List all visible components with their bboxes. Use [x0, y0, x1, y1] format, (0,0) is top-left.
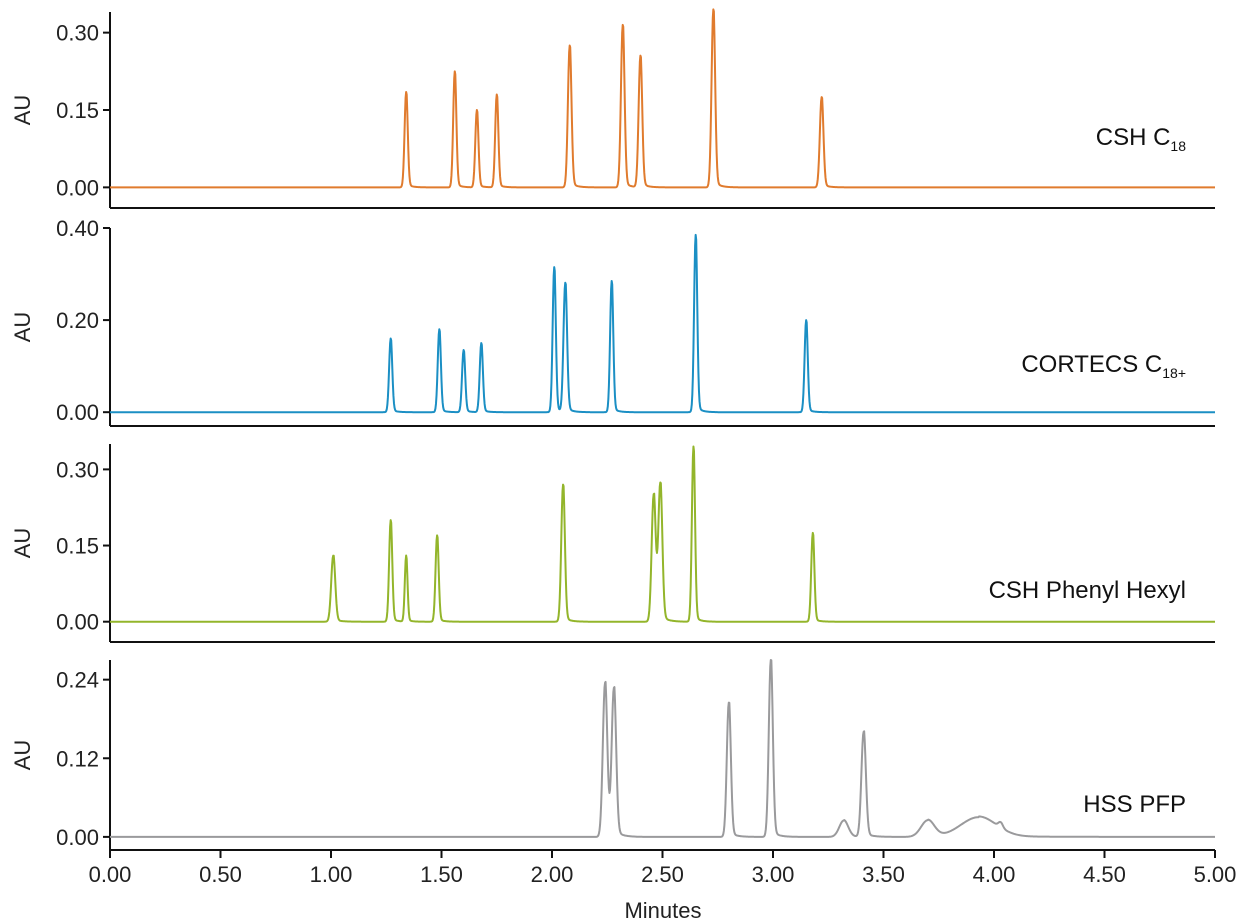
panel-label-subscript: 18 [1170, 138, 1186, 154]
x-tick-label: 1.00 [310, 862, 353, 887]
y-tick-label: 0.00 [56, 175, 99, 200]
trace-line [109, 233, 1216, 414]
trace-line [109, 659, 1216, 838]
y-tick-label: 0.00 [56, 825, 99, 850]
y-tick-label: 0.20 [56, 308, 99, 333]
panel-label: CORTECS C18+ [1021, 351, 1186, 381]
panel-label-text: CORTECS C [1021, 351, 1162, 378]
y-tick-label: 0.15 [56, 534, 99, 559]
panel-label: CSH Phenyl Hexyl [989, 577, 1186, 604]
panel-1: 0.00 0.15 0.30 AU CSH C18 [10, 8, 1216, 209]
x-tick-label: 5.00 [1194, 862, 1237, 887]
y-tick-label: 0.12 [56, 746, 99, 771]
x-axis: 0.00 0.50 1.00 1.50 2.00 2.50 3.00 3.50 4.00 4.50… [89, 850, 1237, 887]
y-tick-label: 0.24 [56, 668, 99, 693]
panel-label-text: HSS PFP [1083, 791, 1186, 818]
x-tick-label: 3.50 [862, 862, 905, 887]
panel-label-text: CSH Phenyl Hexyl [989, 577, 1186, 604]
x-tick-label: 2.00 [531, 862, 574, 887]
panel-4: 0.00 0.12 0.24 AU HSS PFP [10, 659, 1216, 851]
panel-label-text: CSH C [1096, 124, 1171, 151]
x-tick-label: 0.50 [199, 862, 242, 887]
y-tick-label: 0.30 [56, 457, 99, 482]
y-axis-title: AU [10, 312, 35, 343]
y-tick-label: 0.00 [56, 610, 99, 635]
y-tick-label: 0.30 [56, 21, 99, 46]
panel-label: HSS PFP [1083, 791, 1186, 818]
x-tick-label: 4.00 [973, 862, 1016, 887]
panel-label-subscript: 18+ [1162, 365, 1186, 381]
x-tick-label: 0.00 [89, 862, 132, 887]
panel-2: 0.00 0.20 0.40 AU CORTECS C18+ [10, 216, 1216, 427]
panel-label: CSH C18 [1096, 124, 1186, 154]
x-tick-label: 4.50 [1083, 862, 1126, 887]
y-axis-title: AU [10, 95, 35, 126]
x-axis-title: Minutes [624, 898, 701, 920]
chromatogram-panels: 0.00 0.15 0.30 AU CSH C18 0.00 0.20 0.40 AU CORTE… [10, 8, 1216, 851]
y-tick-label: 0.40 [56, 216, 99, 241]
y-axis-title: AU [10, 740, 35, 771]
x-tick-label: 3.00 [752, 862, 795, 887]
trace-line [109, 8, 1216, 189]
y-tick-label: 0.00 [56, 400, 99, 425]
x-tick-label: 2.50 [641, 862, 684, 887]
y-tick-label: 0.15 [56, 98, 99, 123]
panel-3: 0.00 0.15 0.30 AU CSH Phenyl Hexyl [10, 444, 1216, 643]
x-tick-label: 1.50 [420, 862, 463, 887]
trace-line [109, 445, 1216, 623]
y-axis-title: AU [10, 528, 35, 559]
